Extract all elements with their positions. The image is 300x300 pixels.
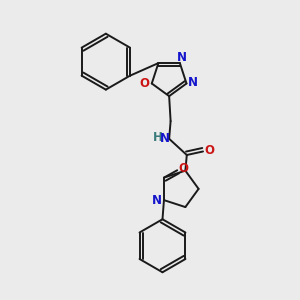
Text: N: N bbox=[188, 76, 198, 88]
Text: O: O bbox=[205, 144, 214, 158]
Text: O: O bbox=[179, 162, 189, 175]
Text: O: O bbox=[140, 77, 149, 90]
Text: N: N bbox=[177, 51, 187, 64]
Text: N: N bbox=[160, 132, 170, 145]
Text: H: H bbox=[152, 131, 162, 144]
Text: N: N bbox=[152, 194, 162, 207]
